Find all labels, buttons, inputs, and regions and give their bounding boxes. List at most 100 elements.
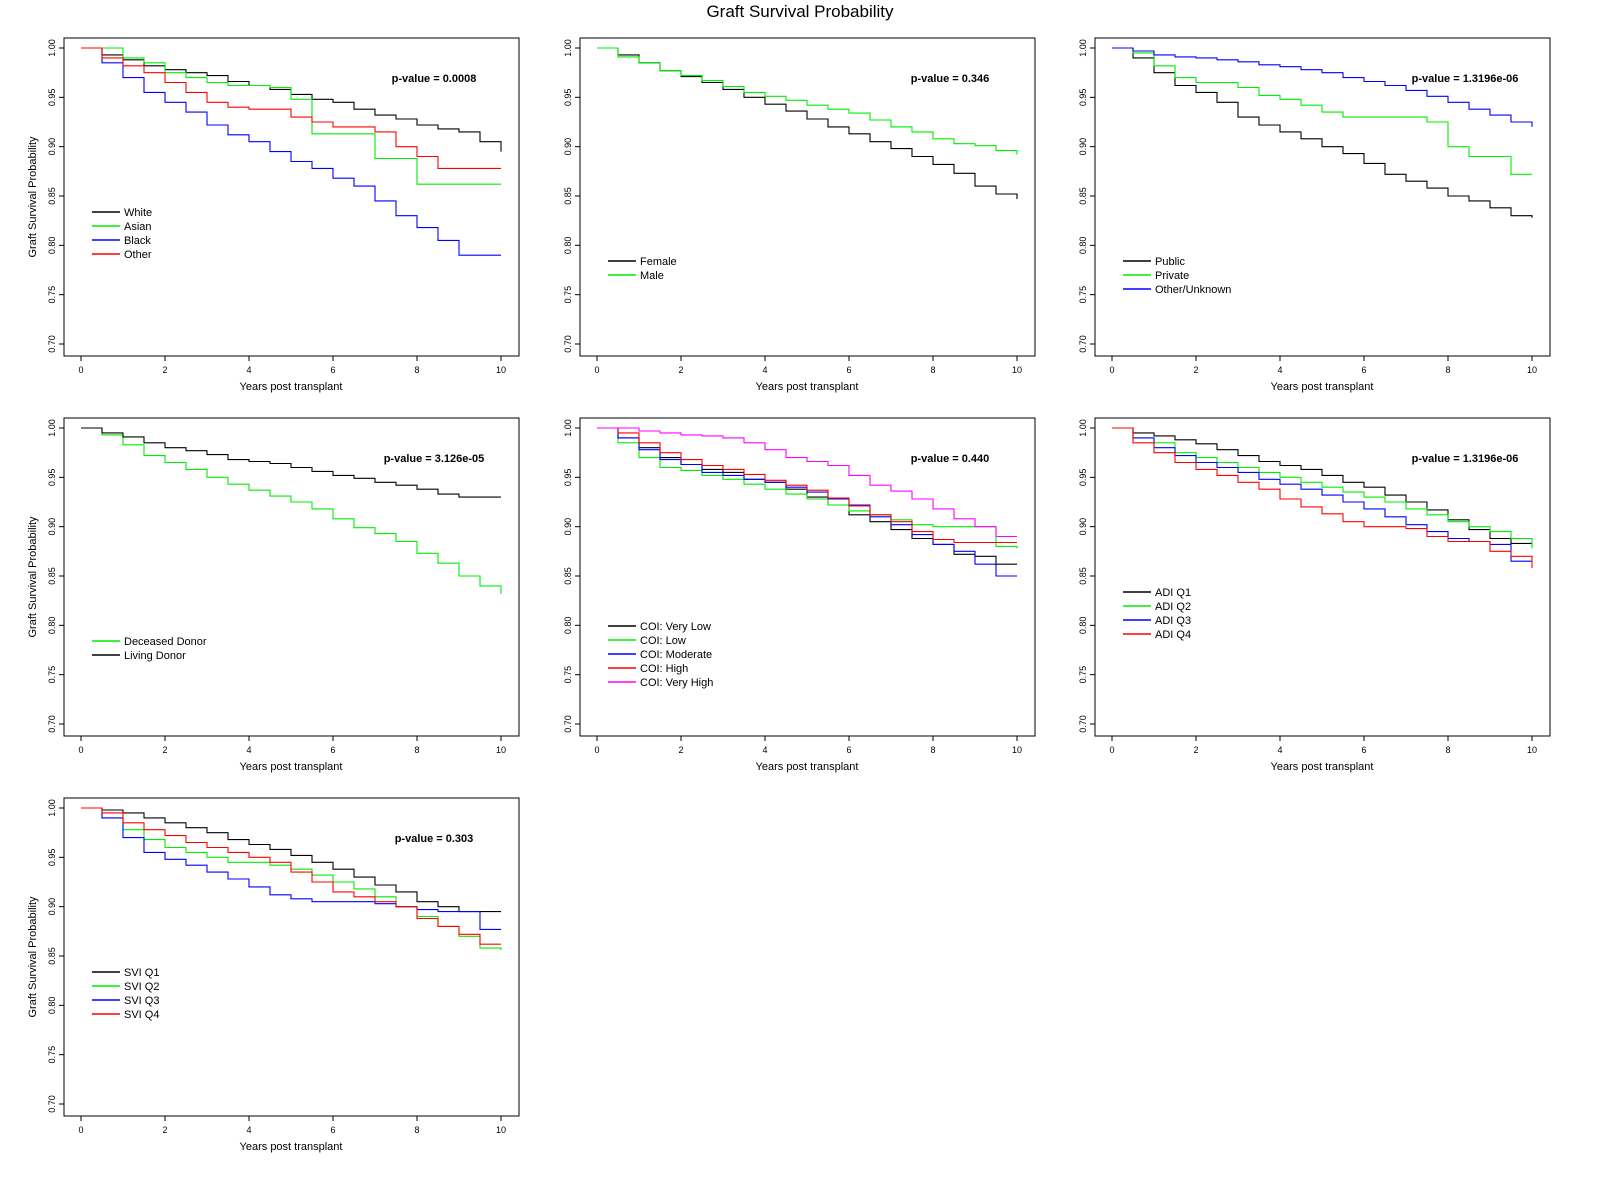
x-tick-label: 2: [1193, 365, 1198, 375]
km-panel-5: 0 2 4 6 8 10 Years post transplant 0.70 0.75 0.80…: [563, 417, 1036, 773]
series-line: [1112, 47, 1533, 127]
series-line: [81, 807, 501, 913]
legend-label: ADI Q2: [1155, 601, 1191, 613]
x-tick-label: 10: [496, 745, 506, 755]
x-tick-label: 8: [930, 745, 935, 755]
x-tick-label: 8: [414, 365, 419, 375]
legend-label: ADI Q1: [1155, 587, 1191, 599]
x-axis-label: Years post transplant: [756, 381, 859, 393]
series-line: [597, 47, 1018, 155]
legend-label: COI: Very High: [640, 677, 713, 689]
y-tick-label: 0.75: [47, 666, 57, 684]
y-tick-label: 1.00: [47, 39, 57, 57]
y-tick-label: 0.70: [47, 715, 57, 733]
x-tick-label: 6: [330, 365, 335, 375]
series-line: [597, 427, 1018, 549]
series-line: [81, 427, 502, 594]
series-line: [1112, 427, 1533, 549]
p-value-annotation: p-value = 1.3196e-06: [1412, 453, 1519, 465]
series-line: [597, 427, 1017, 544]
series-line: [81, 47, 501, 256]
km-panel-2: 0 2 4 6 8 10 Years post transplant 0.70 0.75 0.80…: [563, 37, 1036, 393]
legend-label: ADI Q4: [1155, 629, 1191, 641]
series-line: [81, 47, 501, 185]
x-tick-label: 6: [846, 745, 851, 755]
x-tick-label: 0: [594, 365, 599, 375]
y-tick-label: 0.85: [1078, 187, 1088, 205]
y-axis-label: Graft Survival Probability: [27, 136, 39, 258]
x-tick-label: 6: [1361, 365, 1366, 375]
x-tick-label: 4: [1277, 745, 1282, 755]
y-tick-label: 0.85: [47, 947, 57, 965]
legend-label: Living Donor: [124, 650, 186, 662]
y-tick-label: 0.70: [47, 335, 57, 353]
x-tick-label: 10: [496, 1125, 506, 1135]
p-value-annotation: p-value = 0.0008: [392, 73, 477, 85]
x-axis-label: Years post transplant: [240, 761, 343, 773]
x-tick-label: 8: [414, 1125, 419, 1135]
legend-label: ADI Q3: [1155, 615, 1191, 627]
x-tick-label: 4: [762, 365, 767, 375]
y-tick-label: 0.75: [563, 286, 573, 304]
legend-label: COI: Low: [640, 635, 686, 647]
y-tick-label: 0.95: [47, 849, 57, 867]
y-tick-label: 0.95: [563, 89, 573, 107]
y-tick-label: 0.80: [1078, 237, 1088, 255]
x-tick-label: 0: [78, 365, 83, 375]
legend-label: SVI Q2: [124, 981, 159, 993]
plot-frame: [1094, 417, 1551, 737]
plot-frame: [1094, 37, 1551, 357]
series-line: [81, 427, 501, 498]
x-tick-label: 0: [78, 1125, 83, 1135]
legend-label: SVI Q1: [124, 967, 159, 979]
y-tick-label: 0.80: [563, 237, 573, 255]
legend-label: Other/Unknown: [1155, 284, 1231, 296]
y-tick-label: 0.75: [47, 286, 57, 304]
x-tick-label: 10: [496, 365, 506, 375]
y-tick-label: 0.70: [1078, 335, 1088, 353]
y-tick-label: 0.90: [1078, 138, 1088, 156]
y-tick-label: 0.90: [47, 138, 57, 156]
legend-label: COI: Moderate: [640, 649, 712, 661]
x-axis-label: Years post transplant: [1271, 381, 1374, 393]
legend-label: SVI Q3: [124, 995, 159, 1007]
p-value-annotation: p-value = 0.303: [395, 833, 474, 845]
legend-label: White: [124, 207, 152, 219]
x-tick-label: 10: [1527, 365, 1537, 375]
y-tick-label: 1.00: [563, 39, 573, 57]
y-tick-label: 1.00: [47, 799, 57, 817]
x-tick-label: 10: [1012, 365, 1022, 375]
y-tick-label: 1.00: [47, 419, 57, 437]
y-tick-label: 0.80: [1078, 617, 1088, 635]
y-tick-label: 0.80: [47, 617, 57, 635]
y-tick-label: 0.90: [47, 898, 57, 916]
legend-label: Deceased Donor: [124, 636, 207, 648]
x-tick-label: 6: [330, 1125, 335, 1135]
legend-label: COI: Very Low: [640, 621, 711, 633]
legend-label: COI: High: [640, 663, 688, 675]
x-tick-label: 4: [246, 365, 251, 375]
p-value-annotation: p-value = 0.346: [911, 73, 990, 85]
km-panel-3: 0 2 4 6 8 10 Years post transplant 0.70 0.75 0.80…: [1078, 37, 1551, 393]
legend-label: Female: [640, 256, 677, 268]
y-axis-label: Graft Survival Probability: [27, 896, 39, 1018]
legend-label: Other: [124, 249, 152, 261]
y-tick-label: 0.95: [47, 89, 57, 107]
x-tick-label: 2: [162, 745, 167, 755]
y-tick-label: 1.00: [1078, 39, 1088, 57]
y-tick-label: 1.00: [563, 419, 573, 437]
y-tick-label: 0.95: [47, 469, 57, 487]
legend-label: Asian: [124, 221, 152, 233]
legend-label: SVI Q4: [124, 1009, 159, 1021]
p-value-annotation: p-value = 3.126e-05: [384, 453, 485, 465]
y-tick-label: 0.80: [563, 617, 573, 635]
x-tick-label: 0: [1109, 745, 1114, 755]
x-tick-label: 2: [162, 365, 167, 375]
x-tick-label: 8: [1445, 745, 1450, 755]
y-tick-label: 0.75: [1078, 286, 1088, 304]
plot-frame: [579, 37, 1036, 357]
y-tick-label: 0.85: [563, 187, 573, 205]
y-tick-label: 0.70: [1078, 715, 1088, 733]
x-tick-label: 6: [330, 745, 335, 755]
